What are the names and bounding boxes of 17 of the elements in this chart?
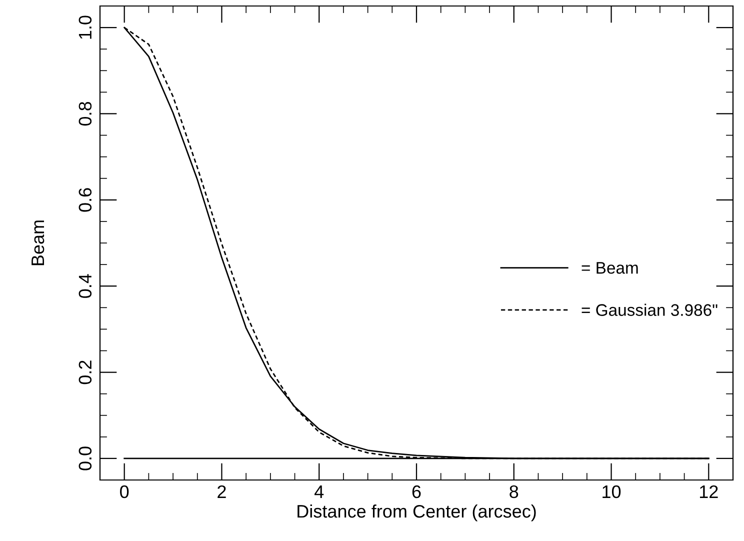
x-axis-title: Distance from Center (arcsec) [298,504,536,522]
x-tick-label: 10 [602,485,621,498]
y-axis-title: Beam [32,220,44,266]
x-tick-label: 4 [314,486,324,498]
y-tick-label: 0.4 [78,274,92,298]
x-tick-label: 6 [412,485,421,498]
legend-label: = Beam [582,262,638,274]
y-tick-label: 1.0 [78,16,92,39]
x-tick-label: 2 [218,485,226,498]
y-tick-label: 0.2 [78,360,92,384]
y-tick-label: 0.8 [78,102,92,126]
x-tick-label: 0 [120,485,129,498]
x-tick-label: 8 [510,485,518,498]
x-tick-label: 12 [700,485,718,498]
y-tick-label: 0.0 [78,446,92,470]
y-tick-label: 0.6 [78,188,92,212]
legend-label: = Gaussian 3.986" [582,304,718,316]
